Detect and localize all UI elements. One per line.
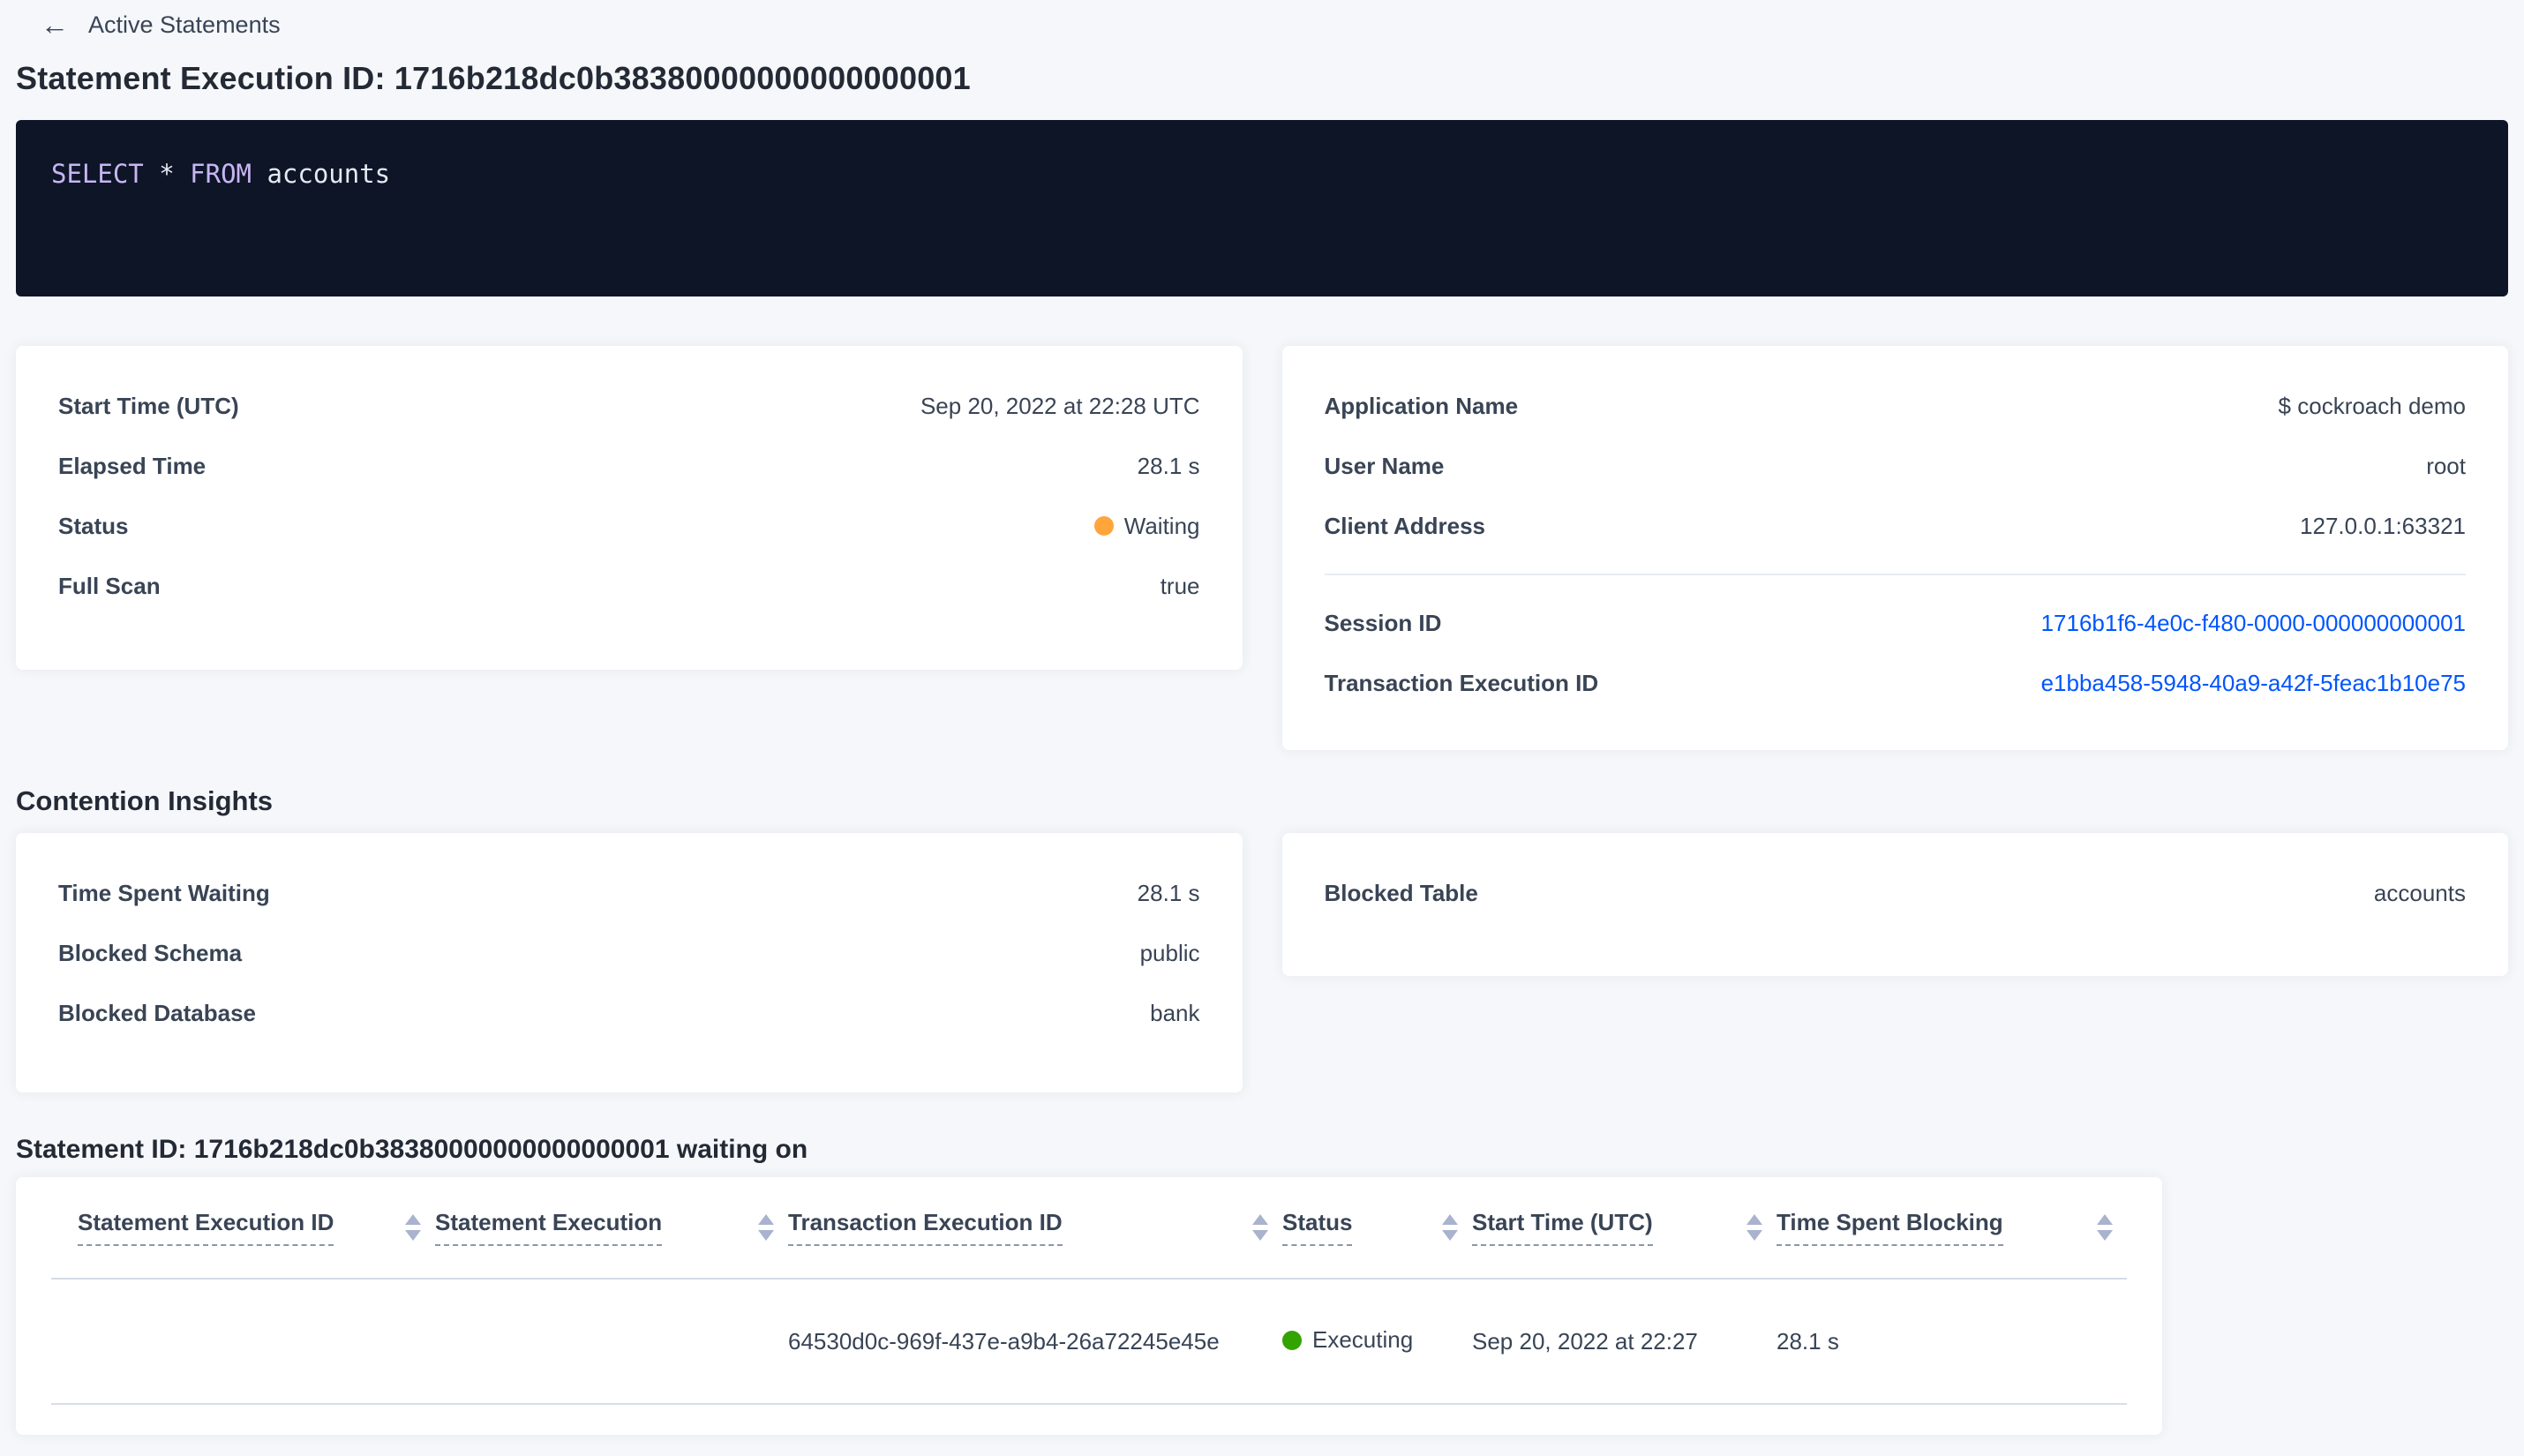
time-spent-waiting-value: 28.1 s [1137, 879, 1200, 906]
start-time-column-label: Start Time (UTC) [1472, 1209, 1653, 1246]
column-header-statement-execution[interactable]: Statement Execution [435, 1177, 788, 1279]
row-user-name: User Name root [1325, 436, 2467, 496]
page-title: Statement Execution ID: 1716b218dc0b3838… [16, 60, 971, 96]
session-card-divider [1324, 574, 2466, 575]
back-arrow-icon: ← [41, 9, 69, 41]
transaction-execution-id-label: Transaction Execution ID [1324, 669, 1599, 696]
waiting-on-table: Statement Execution ID Statement Executi… [51, 1177, 2127, 1405]
row-client-address: Client Address 127.0.0.1:63321 [1325, 496, 2467, 556]
overview-section: Start Time (UTC) Sep 20, 2022 at 22:28 U… [16, 346, 2508, 750]
application-name-value: $ cockroach demo [2278, 392, 2466, 419]
client-address-value: 127.0.0.1:63321 [2300, 512, 2466, 539]
row-transaction-execution-id: Transaction Execution ID e1bba458-5948-4… [1325, 653, 2467, 713]
sort-arrows-icon [1252, 1214, 1268, 1241]
elapsed-time-label: Elapsed Time [58, 452, 207, 479]
column-header-transaction-execution-id[interactable]: Transaction Execution ID [788, 1177, 1282, 1279]
cell-statement-execution-id [51, 1279, 435, 1404]
application-name-label: Application Name [1324, 392, 1519, 419]
row-start-time: Start Time (UTC) Sep 20, 2022 at 22:28 U… [58, 376, 1200, 436]
statement-execution-id-column-label: Statement Execution ID [78, 1209, 334, 1246]
back-link-active-statements[interactable]: ← Active Statements [41, 11, 281, 39]
waiting-on-heading: Statement ID: 1716b218dc0b38380000000000… [16, 1135, 808, 1164]
user-name-value: root [2426, 452, 2466, 479]
transaction-execution-id-column-label: Transaction Execution ID [788, 1209, 1063, 1246]
sql-keyword-from: FROM [190, 159, 252, 189]
row-blocked-table: Blocked Table accounts [1325, 863, 2467, 923]
user-name-label: User Name [1324, 452, 1445, 479]
cell-start-time: Sep 20, 2022 at 22:27 [1472, 1327, 1698, 1355]
status-column-label: Status [1282, 1209, 1353, 1246]
blocked-database-label: Blocked Database [58, 999, 256, 1026]
sort-arrows-icon [2097, 1214, 2113, 1241]
full-scan-label: Full Scan [58, 572, 161, 599]
cell-time-spent-blocking: 28.1 s [1777, 1327, 1839, 1355]
sort-arrows-icon [1747, 1214, 1762, 1241]
statement-execution-column-label: Statement Execution [435, 1209, 663, 1246]
row-session-id: Session ID 1716b1f6-4e0c-f480-0000-00000… [1325, 593, 2467, 653]
start-time-label: Start Time (UTC) [58, 392, 239, 419]
status-value: Waiting [1123, 512, 1200, 539]
sql-table-name: accounts [252, 159, 391, 189]
blocked-schema-label: Blocked Schema [58, 939, 243, 966]
time-spent-waiting-label: Time Spent Waiting [58, 879, 270, 906]
cell-transaction-execution-id: 64530d0c-969f-437e-a9b4-26a72245e45e [788, 1327, 1220, 1355]
blocked-schema-value: public [1139, 939, 1200, 966]
sort-arrows-icon [1442, 1214, 1458, 1241]
table-header-row: Statement Execution ID Statement Executi… [51, 1177, 2127, 1279]
overview-card: Start Time (UTC) Sep 20, 2022 at 22:28 U… [16, 346, 1243, 670]
status-executing-dot-icon [1282, 1330, 1302, 1350]
transaction-execution-id-link[interactable]: e1bba458-5948-40a9-a42f-5feac1b10e75 [2040, 669, 2466, 696]
row-time-spent-waiting: Time Spent Waiting 28.1 s [58, 863, 1200, 923]
waiting-on-table-card: Statement Execution ID Statement Executi… [16, 1177, 2162, 1435]
session-id-link[interactable]: 1716b1f6-4e0c-f480-0000-000000000001 [2040, 609, 2466, 636]
row-blocked-database: Blocked Database bank [58, 983, 1200, 1043]
blocked-table-label: Blocked Table [1324, 879, 1478, 906]
status-badge: Waiting [1093, 512, 1200, 540]
time-spent-blocking-column-label: Time Spent Blocking [1777, 1209, 2003, 1246]
sort-arrows-icon [405, 1214, 421, 1241]
row-elapsed-time: Elapsed Time 28.1 s [58, 436, 1200, 496]
row-status: Status Waiting [58, 496, 1200, 556]
start-time-value: Sep 20, 2022 at 22:28 UTC [920, 392, 1200, 419]
blocked-database-value: bank [1150, 999, 1200, 1026]
row-full-scan: Full Scan true [58, 556, 1200, 616]
elapsed-time-value: 28.1 s [1137, 452, 1200, 479]
table-row: 64530d0c-969f-437e-a9b4-26a72245e45e Exe… [51, 1279, 2127, 1404]
contention-insights-heading: Contention Insights [16, 785, 274, 816]
contention-waiting-card: Time Spent Waiting 28.1 s Blocked Schema… [16, 833, 1243, 1092]
row-status-value: Executing [1312, 1326, 1414, 1354]
sql-statement-box: SELECT * FROM accounts [16, 120, 2508, 296]
column-header-start-time[interactable]: Start Time (UTC) [1472, 1177, 1777, 1279]
full-scan-value: true [1160, 572, 1200, 599]
column-header-time-spent-blocking[interactable]: Time Spent Blocking [1777, 1177, 2127, 1279]
cell-status: Executing [1282, 1279, 1472, 1404]
session-id-label: Session ID [1324, 609, 1442, 636]
status-label: Status [58, 512, 129, 539]
cell-statement-execution [435, 1279, 788, 1404]
sql-keyword-select: SELECT [51, 159, 144, 189]
session-card: Application Name $ cockroach demo User N… [1281, 346, 2508, 750]
contention-section: Time Spent Waiting 28.1 s Blocked Schema… [16, 833, 2508, 1092]
sort-arrows-icon [758, 1214, 774, 1241]
blocked-table-value: accounts [2373, 879, 2466, 906]
row-application-name: Application Name $ cockroach demo [1325, 376, 2467, 436]
column-header-status[interactable]: Status [1282, 1177, 1472, 1279]
back-link-label: Active Statements [88, 11, 281, 38]
sql-statement-text: SELECT * FROM accounts [51, 159, 390, 189]
client-address-label: Client Address [1324, 512, 1486, 539]
column-header-statement-execution-id[interactable]: Statement Execution ID [51, 1177, 435, 1279]
status-waiting-dot-icon [1093, 516, 1114, 536]
row-blocked-schema: Blocked Schema public [58, 923, 1200, 983]
contention-blocked-card: Blocked Table accounts [1281, 833, 2508, 976]
sql-operator-star: * [143, 159, 191, 189]
